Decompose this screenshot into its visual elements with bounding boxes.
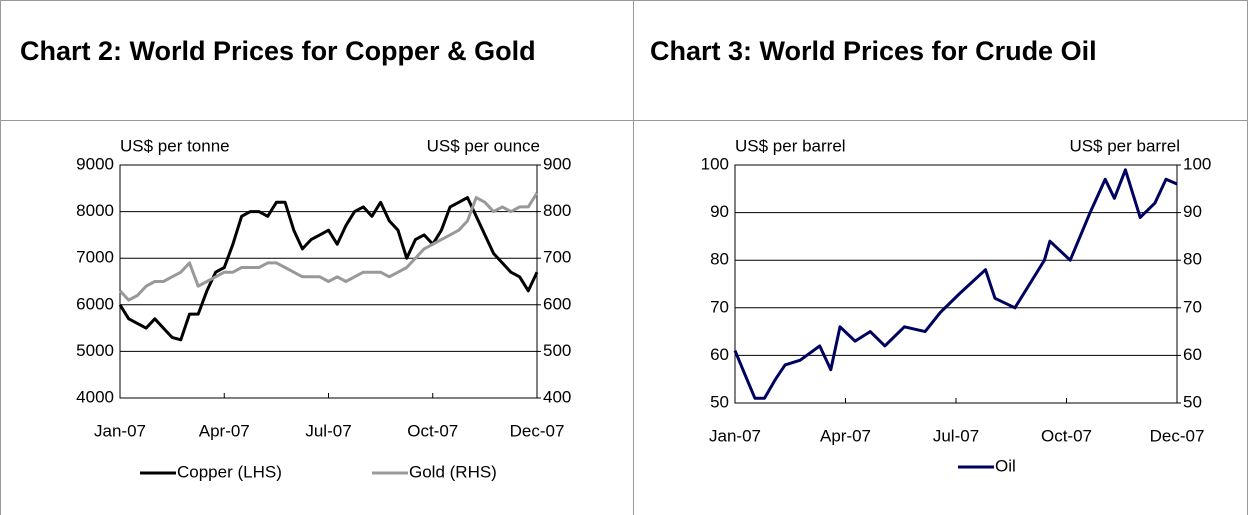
y-tick-label: 8000 <box>76 201 114 220</box>
y-tick-label: 7000 <box>76 248 114 267</box>
y-tick-label: 70 <box>710 297 729 316</box>
y2-tick-label: 400 <box>543 387 571 406</box>
y-tick-label: 4000 <box>76 387 114 406</box>
y2-tick-label: 90 <box>1183 202 1202 221</box>
x-tick-label: Jul-07 <box>305 421 351 440</box>
y-tick-label: 80 <box>710 250 729 269</box>
series-line <box>118 192 539 302</box>
y2-tick-label: 80 <box>1183 250 1202 269</box>
y-tick-label: 5000 <box>76 341 114 360</box>
y2-axis-label: US$ per ounce <box>427 136 540 155</box>
x-tick-label: Jul-07 <box>933 426 979 445</box>
series-line <box>118 196 539 342</box>
x-tick-label: Apr-07 <box>820 426 871 445</box>
legend-label: Gold (RHS) <box>409 462 497 481</box>
x-tick-label: Jan-07 <box>94 421 146 440</box>
y2-tick-label: 700 <box>543 248 571 267</box>
x-tick-label: Jan-07 <box>709 426 761 445</box>
y2-tick-label: 600 <box>543 294 571 313</box>
chart-title: Chart 2: World Prices for Copper & Gold <box>20 36 536 66</box>
y-tick-label: 6000 <box>76 294 114 313</box>
y-tick-label: 50 <box>710 392 729 411</box>
x-tick-label: Oct-07 <box>407 421 458 440</box>
y2-tick-label: 50 <box>1183 392 1202 411</box>
series-line <box>733 168 1178 400</box>
x-tick-label: Dec-07 <box>510 421 565 440</box>
y-axis-label: US$ per barrel <box>735 136 846 155</box>
chart-title: Chart 3: World Prices for Crude Oil <box>650 36 1097 66</box>
y2-axis-label: US$ per barrel <box>1069 136 1180 155</box>
y-tick-label: 100 <box>701 154 729 173</box>
legend-label: Oil <box>995 456 1016 475</box>
y2-tick-label: 800 <box>543 201 571 220</box>
x-tick-label: Dec-07 <box>1150 426 1205 445</box>
y-axis-label: US$ per tonne <box>120 136 230 155</box>
y-tick-label: 60 <box>710 345 729 364</box>
y2-tick-label: 900 <box>543 154 571 173</box>
plot-frame <box>734 164 1178 404</box>
y-tick-label: 90 <box>710 202 729 221</box>
x-tick-label: Apr-07 <box>199 421 250 440</box>
y2-tick-label: 100 <box>1183 154 1211 173</box>
y2-tick-label: 70 <box>1183 297 1202 316</box>
y-tick-label: 9000 <box>76 154 114 173</box>
legend-label: Copper (LHS) <box>177 462 282 481</box>
y2-tick-label: 500 <box>543 341 571 360</box>
x-tick-label: Oct-07 <box>1041 426 1092 445</box>
y2-tick-label: 60 <box>1183 345 1202 364</box>
